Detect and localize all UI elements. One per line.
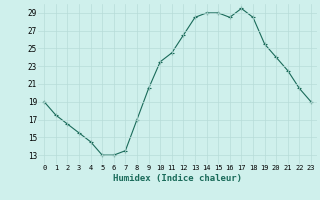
X-axis label: Humidex (Indice chaleur): Humidex (Indice chaleur) [113,174,242,183]
